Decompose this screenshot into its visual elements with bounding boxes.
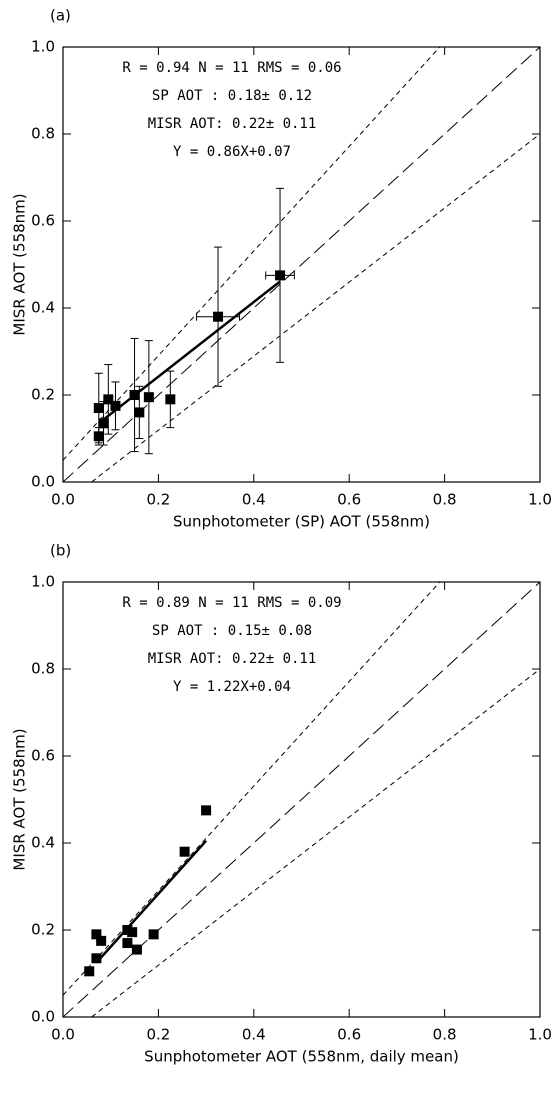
x-tick-label: 0.4 <box>242 1026 266 1044</box>
point <box>96 935 107 946</box>
x-tick-label: 0.6 <box>337 491 361 509</box>
point <box>93 431 104 442</box>
x-tick-label: 0.2 <box>146 491 170 509</box>
point <box>131 944 142 955</box>
x-tick-label: 1.0 <box>528 491 552 509</box>
point <box>165 394 176 405</box>
x-tick-label: 0.8 <box>433 1026 457 1044</box>
annotation: Y = 1.22X+0.04 <box>173 679 291 695</box>
x-tick-label: 0.0 <box>51 1026 75 1044</box>
point <box>201 805 212 816</box>
point <box>179 846 190 857</box>
panel-label: (a) <box>50 7 71 25</box>
reference-line <box>91 133 541 483</box>
panel-label: (b) <box>50 542 71 560</box>
y-tick-label: 0.0 <box>31 473 55 491</box>
point <box>122 938 133 949</box>
y-tick-label: 0.0 <box>31 1008 55 1026</box>
x-tick-label: 0.2 <box>146 1026 170 1044</box>
x-tick-label: 1.0 <box>528 1026 552 1044</box>
y-tick-label: 0.4 <box>31 299 55 317</box>
annotation: R = 0.89 N = 11 RMS = 0.09 <box>122 595 341 611</box>
point <box>275 270 286 281</box>
point <box>148 929 159 940</box>
point <box>98 418 109 429</box>
y-tick-label: 0.8 <box>31 125 55 143</box>
y-tick-label: 0.8 <box>31 660 55 678</box>
annotation: SP AOT : 0.18± 0.12 <box>152 88 312 104</box>
y-tick-label: 0.2 <box>31 921 55 939</box>
y-tick-label: 0.6 <box>31 212 55 230</box>
y-tick-label: 1.0 <box>31 573 55 591</box>
reference-line <box>91 668 541 1018</box>
y-axis-label: MISR AOT (558nm) <box>11 728 29 870</box>
reference-line <box>62 581 541 1018</box>
annotation: Y = 0.86X+0.07 <box>173 144 291 160</box>
point <box>143 392 154 403</box>
plot-frame <box>62 581 541 1018</box>
annotation: MISR AOT: 0.22± 0.11 <box>148 651 317 667</box>
point <box>129 390 140 400</box>
point <box>127 927 138 938</box>
point <box>93 403 104 414</box>
y-tick-label: 0.2 <box>31 386 55 404</box>
annotation: MISR AOT: 0.22± 0.11 <box>148 116 317 132</box>
x-tick-label: 0.0 <box>51 491 75 509</box>
y-axis-label: MISR AOT (558nm) <box>11 193 29 335</box>
reference-line <box>62 581 441 996</box>
y-tick-label: 0.6 <box>31 747 55 765</box>
point <box>91 953 102 964</box>
fit-line <box>98 280 281 425</box>
x-tick-label: 0.4 <box>242 491 266 509</box>
x-tick-label: 0.6 <box>337 1026 361 1044</box>
x-tick-label: 0.8 <box>433 491 457 509</box>
point <box>84 966 95 977</box>
point <box>134 407 145 418</box>
point <box>91 929 102 940</box>
plot-frame <box>62 46 541 483</box>
annotation: SP AOT : 0.15± 0.08 <box>152 623 312 639</box>
point <box>110 400 121 411</box>
fit-line <box>95 839 208 964</box>
annotation: R = 0.94 N = 11 RMS = 0.06 <box>122 60 341 76</box>
point <box>213 311 224 322</box>
reference-line <box>62 46 441 461</box>
x-axis-label: Sunphotometer (SP) AOT (558nm) <box>173 513 430 531</box>
point <box>103 394 114 405</box>
y-tick-label: 0.4 <box>31 834 55 852</box>
y-tick-label: 1.0 <box>31 38 55 56</box>
x-axis-label: Sunphotometer AOT (558nm, daily mean) <box>144 1048 459 1066</box>
